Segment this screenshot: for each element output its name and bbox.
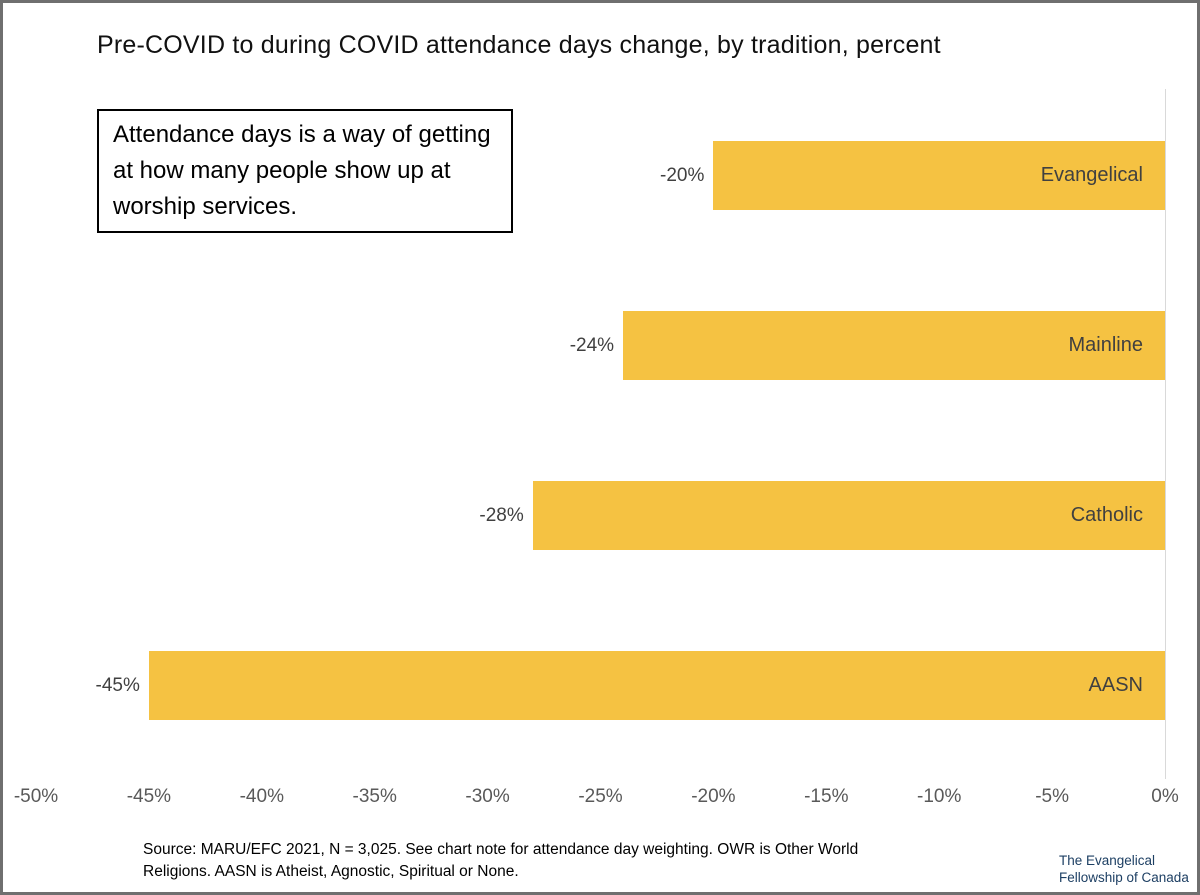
bar-category-label: AASN <box>1088 674 1143 696</box>
bar-mainline: Mainline <box>623 311 1165 380</box>
chart-title: Pre-COVID to during COVID attendance day… <box>97 31 941 59</box>
efc-logo-line2: Fellowship of Canada <box>1059 870 1189 885</box>
x-tick-label: -30% <box>465 786 510 807</box>
x-tick-label: -20% <box>691 786 736 807</box>
callout-text: Attendance days is a way of getting at h… <box>113 121 491 220</box>
bar-value-label: -20% <box>660 165 705 186</box>
x-tick-label: -45% <box>126 786 172 807</box>
x-tick-label: -5% <box>1035 786 1069 807</box>
bar-evangelical: Evangelical <box>713 141 1165 210</box>
bar-category-label: Catholic <box>1070 504 1143 526</box>
bar-chart: -20% Evangelical -24% Mainline -28% Catholic -… <box>3 3 1197 892</box>
x-tick-label: -25% <box>578 786 623 807</box>
x-tick-label: -40% <box>239 786 284 807</box>
x-tick-label: -35% <box>352 786 397 807</box>
efc-logo: The Evangelical Fellowship of Canada <box>1059 852 1189 886</box>
bar-aasn: AASN <box>148 651 1165 720</box>
callout-box: Attendance days is a way of getting at h… <box>97 109 513 233</box>
x-tick-label: -15% <box>804 786 849 807</box>
bar-category-label: Evangelical <box>1040 164 1143 186</box>
x-tick-label: -50% <box>13 786 59 807</box>
zero-axis-line <box>1165 89 1166 779</box>
x-tick-label: -10% <box>917 786 962 807</box>
source-note: Source: MARU/EFC 2021, N = 3,025. See ch… <box>143 841 859 880</box>
bar-catholic: Catholic <box>532 481 1165 550</box>
bar-category-label: Mainline <box>1068 334 1143 356</box>
bar-value-label: -45% <box>95 675 140 696</box>
bar-value-label: -28% <box>479 505 524 526</box>
efc-logo-line1: The Evangelical <box>1059 853 1156 868</box>
x-tick-label: 0% <box>1151 786 1179 807</box>
bar-value-label: -24% <box>569 335 615 356</box>
